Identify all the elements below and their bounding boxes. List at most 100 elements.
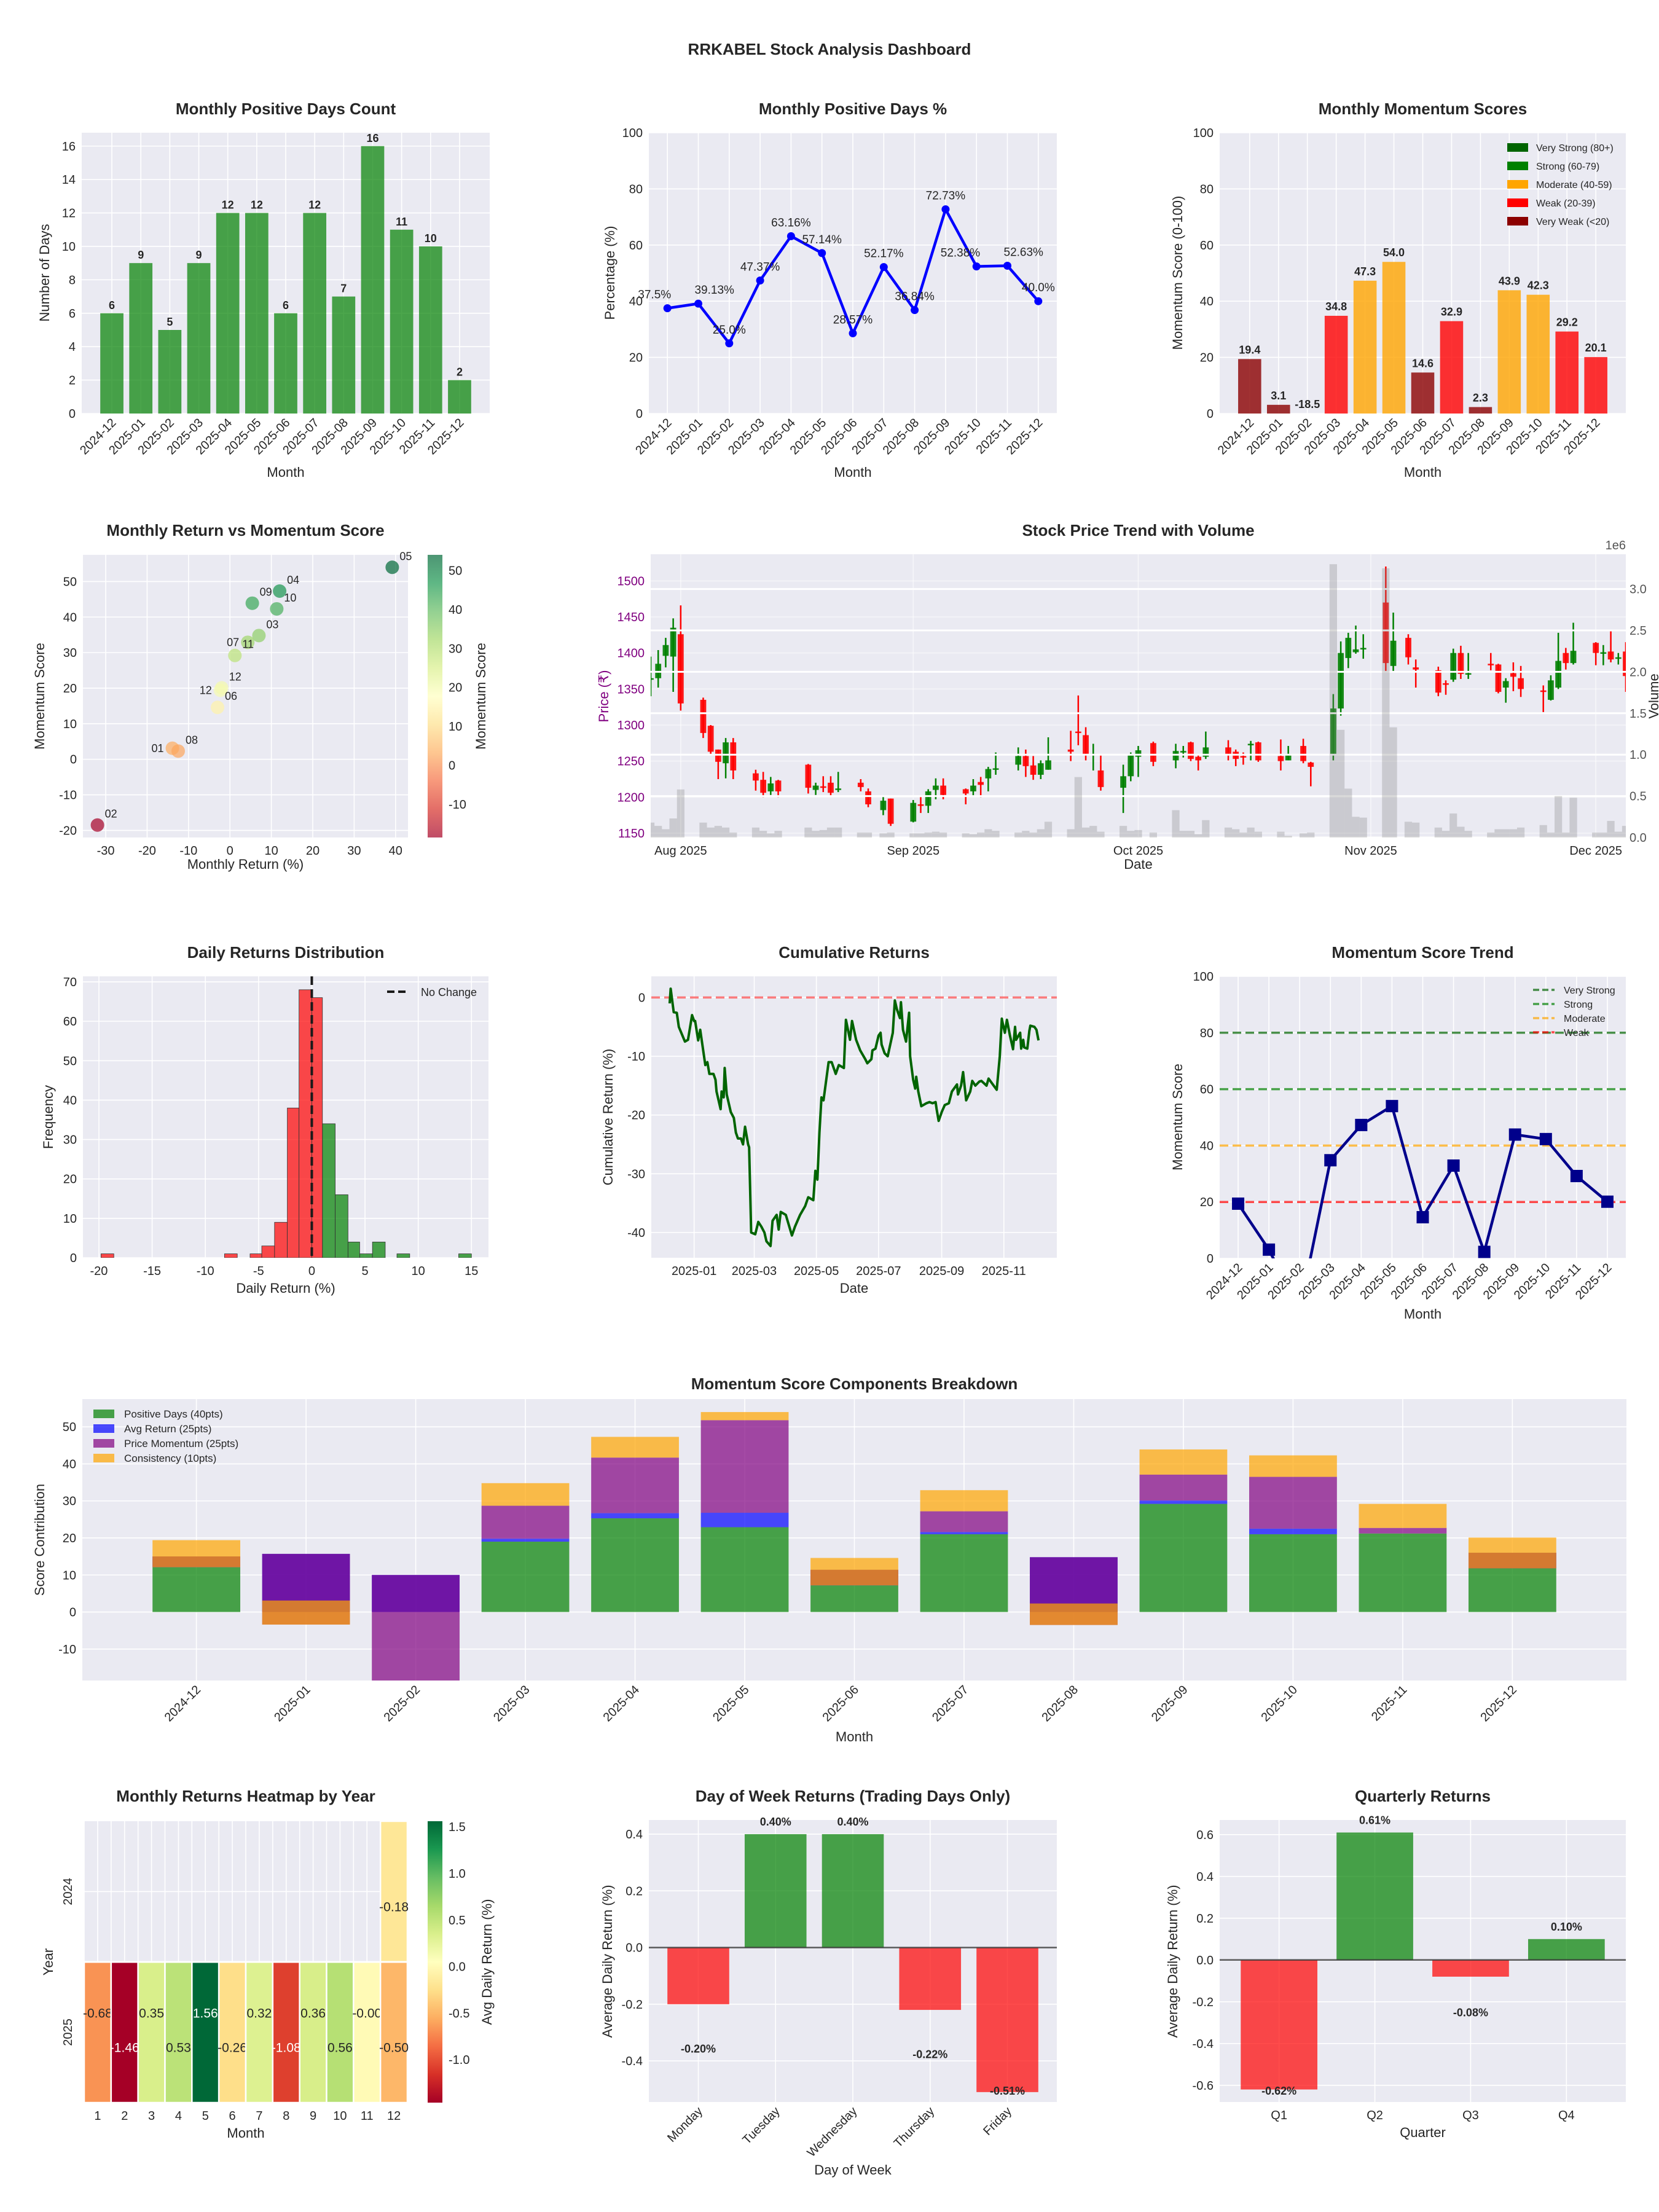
component-bar [810,1585,898,1612]
bar-value-label: -0.62% [1261,2085,1296,2097]
bar [667,1947,729,2004]
component-bar [1468,1568,1556,1612]
price-tick-label: 1150 [618,827,645,841]
volume-bar [669,818,677,837]
momentum-trend-chart: Very Strong Strong Moderate Weak [1220,976,1626,1317]
candle-body [1075,731,1081,734]
chart-title: Monthly Momentum Scores [1319,100,1527,118]
data-point [1293,1304,1306,1317]
bar [1411,372,1435,414]
candle-body [1225,747,1231,754]
x-tick-label: -30 [97,844,115,858]
scatter-point [252,629,266,643]
data-point [1416,1210,1429,1223]
heatmap-cell [326,1961,355,2104]
data-point [1386,1100,1398,1113]
momentum-components-marks [82,1399,1626,1681]
histogram-bin [359,1253,373,1258]
x-tick-label: 12 [387,2109,401,2123]
component-bar [481,1542,570,1612]
heatmap-cell-value: 0.35 [139,2007,164,2021]
x-tick-label: -15 [143,1265,161,1278]
y-axis-label: Price (₹) [596,670,611,723]
data-point [663,304,672,313]
volume-tick-label: 2.0 [1630,665,1647,679]
volume-bar [707,827,715,837]
component-bar [700,1412,789,1421]
candle-body [1022,756,1029,766]
data-point-label: 52.38% [941,247,981,260]
y-tick-label: 0.0 [1196,1954,1214,1967]
volume-bar [1502,829,1510,837]
y-tick-label: 2024 [61,1878,75,1905]
y-tick-label: 10 [63,1569,76,1582]
point-label: 05 [399,550,412,562]
x-tick-label: 2025-06 [820,1683,861,1724]
component-bar [1030,1603,1118,1625]
chart-title: Monthly Returns Heatmap by Year [116,1787,375,1805]
x-tick-label: Q4 [1558,2109,1575,2122]
volume-bar [1179,831,1187,837]
volume-bar [1569,798,1577,837]
volume-bar [1509,829,1517,837]
volume-bar [1081,827,1090,837]
legend: Positive Days (40pts) Avg Return (25pts) P… [93,1408,238,1464]
day-of-week-chart [649,1820,1057,2102]
colorbar-tick-label: 40 [449,603,462,617]
bar-value-label: 34.8 [1325,300,1347,313]
legend-label: Weak [1564,1028,1590,1038]
data-point-label: 72.73% [926,190,966,203]
volume-bar [1441,831,1450,837]
bar-value-label: 10 [425,232,437,245]
heatmap-cell-value: 0.32 [246,2007,272,2021]
y-tick-label: 60 [63,1015,77,1029]
candle-body [1180,751,1186,753]
bar [303,213,327,414]
y-tick-label: 20 [1200,351,1214,365]
heatmap-cell-value: -0.68 [83,2007,112,2021]
volume-bar [1344,788,1352,837]
histogram-bin [299,989,312,1258]
positive-days-pct-chart [649,133,1057,414]
bar [822,1834,884,1948]
scatter-point [214,681,229,695]
price-volume-chart [651,554,1626,837]
data-point-label: 39.13% [694,284,734,297]
y-tick-label: 10 [63,718,77,731]
candle-body [1135,750,1142,757]
data-point [1478,1245,1491,1258]
y-tick-label: 20 [63,682,77,696]
bar [1324,315,1348,414]
cumulative-returns-chart [651,976,1057,1258]
heatmap-cell [191,1961,220,2104]
candle-body [1405,638,1411,657]
point-label: 09 [260,586,272,598]
y-axis-label: Frequency [41,1085,56,1149]
candle-body [1413,667,1419,670]
y-tick-label: 4 [69,340,76,354]
volume-bar [1494,829,1502,837]
x-tick-label: Monday [665,2104,705,2145]
x-tick-label: Q1 [1271,2109,1287,2122]
y-axis-label: Momentum Score [32,643,47,750]
point-label: 12 [229,670,241,683]
candle-body [1623,651,1626,677]
x-tick-label: 2 [121,2109,128,2123]
y-tick-label: 0 [69,407,76,421]
bar [448,380,471,414]
candle-body [1615,657,1622,659]
bar [1382,262,1406,414]
price-tick-label: 1200 [618,791,645,804]
point-label: 07 [227,636,239,648]
volume-bar [1412,822,1420,837]
legend-swatch [1507,162,1528,170]
point-label: 10 [284,592,296,604]
candle-body [1195,756,1202,761]
data-point [1263,1243,1276,1256]
y-tick-label: 100 [1193,127,1214,140]
legend-label: Consistency (10pts) [124,1453,216,1464]
x-tick-label: 2025-09 [1149,1683,1190,1724]
y-tick-label: -40 [627,1226,645,1240]
volume-bar [1074,777,1082,837]
legend-label: Strong (60-79) [1536,162,1599,172]
